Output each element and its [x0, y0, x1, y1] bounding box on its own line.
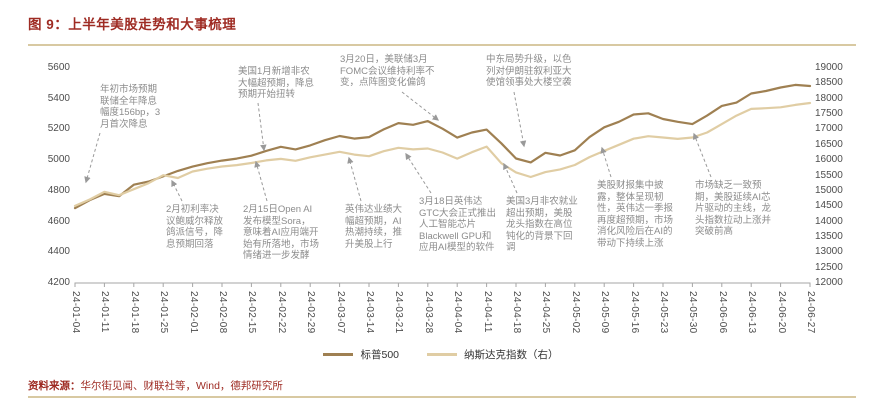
event-annotation: 美股财报集中披露，整体呈现韧性，英伟达一季报再度超预期，市场消化风险后在AI的带…: [597, 180, 674, 249]
event-annotation: 中东局势升级，以色列对伊朗驻叙利亚大使馆领事处大楼空袭: [486, 54, 572, 88]
x-date-label: 24-06-06: [716, 291, 728, 334]
right-tick-label: 15500: [815, 169, 843, 181]
x-date-label: 24-05-02: [569, 291, 581, 334]
annotation-arrow: [257, 102, 267, 152]
legend-item: 标普500: [323, 347, 399, 362]
x-date-label: 24-02-22: [275, 291, 287, 334]
legend: 标普500 纳斯达克指数（右）: [0, 347, 882, 362]
right-tick-label: 16500: [815, 138, 843, 150]
event-annotation: 英伟达业绩大幅超预期，AI热潮持续，推升美股上行: [345, 204, 403, 250]
right-tick-label: 16000: [815, 154, 843, 166]
x-date-label: 24-04-25: [540, 291, 552, 334]
legend-line-swatch: [323, 353, 354, 356]
event-annotation: 美国1月新增非农大幅超预期，降息预期开始扭转: [238, 66, 315, 100]
sp500-line: [73, 83, 812, 210]
x-date-label: 24-03-14: [364, 291, 375, 334]
x-date-label: 24-06-27: [805, 291, 816, 334]
annotation-arrow: [692, 132, 712, 178]
event-annotation: 3月20日，美联储3月FOMC会议维持利率不变，点阵图变化偏鸽: [340, 54, 435, 88]
x-date-label: 24-02-29: [305, 291, 317, 334]
right-tick-label: 12000: [815, 277, 843, 288]
x-date-label: 24-02-01: [187, 291, 199, 334]
event-annotation: 年初市场预期联储全年降息幅度156bp，3月首次降息: [100, 84, 161, 130]
annotation-arrow: [405, 152, 432, 194]
right-tick-label: 18500: [815, 77, 843, 89]
source-label: 资料来源：: [28, 380, 81, 392]
right-tick-label: 13000: [815, 246, 843, 258]
right-tick-label: 14500: [815, 200, 843, 212]
legend-item: 纳斯达克指数（右）: [427, 347, 559, 362]
annotation-arrow: [171, 179, 183, 202]
event-annotation: 3月18日英伟达GTC大会正式推出人工智能芯片Blackwell GPU和应用A…: [419, 196, 497, 253]
event-annotation: 2月初利率决议鲍威尔释放鸽派信号，降息预期回落: [166, 204, 224, 250]
x-date-label: 24-05-16: [628, 291, 640, 334]
left-tick-label: 5200: [47, 123, 70, 135]
right-tick-label: 12500: [815, 261, 843, 273]
annotation-arrow: [401, 91, 440, 121]
left-tick-label: 4800: [47, 184, 70, 196]
left-tick-label: 4400: [47, 246, 70, 258]
right-tick-label: 18000: [815, 92, 843, 104]
x-date-label: 24-04-18: [511, 291, 522, 334]
annotation-arrow: [513, 91, 527, 148]
x-date-label: 24-04-04: [452, 291, 464, 334]
x-date-label: 24-05-30: [687, 291, 699, 334]
x-date-label: 24-02-15: [246, 291, 258, 334]
x-date-label: 24-06-20: [775, 291, 787, 334]
annotation-arrow: [347, 156, 362, 202]
x-date-label: 24-05-09: [599, 291, 611, 334]
legend-line-swatch: [427, 353, 458, 356]
left-tick-label: 4200: [47, 277, 70, 288]
x-date-label: 24-03-28: [422, 291, 434, 334]
left-tick-label: 4600: [47, 215, 70, 227]
x-date-label: 24-01-25: [158, 291, 170, 334]
left-tick-label: 5600: [47, 62, 70, 73]
annotation-arrow: [84, 132, 101, 184]
x-date-label: 24-03-07: [334, 291, 346, 334]
right-tick-label: 19000: [815, 62, 843, 73]
event-annotation: 2月15日Open AI发布模型Sora，意味着AI应用端开始有所落地，市场情绪…: [243, 204, 320, 261]
legend-label: 标普500: [360, 349, 400, 361]
x-date-label: 24-01-04: [70, 291, 81, 334]
figure-title: 图 9：上半年美股走势和大事梳理: [28, 17, 237, 32]
x-date-label: 24-05-23: [658, 291, 669, 334]
event-annotation: 市场缺乏一致预期，美股延续AI芯片驱动的主线，龙头指数拉动上涨并突破前高: [695, 180, 772, 237]
right-tick-label: 17000: [815, 123, 843, 135]
source-note: 资料来源：华尔街见闻、财联社等，Wind，德邦研究所: [28, 378, 283, 393]
left-tick-label: 5400: [47, 92, 70, 104]
x-date-label: 24-03-21: [393, 291, 405, 334]
right-tick-label: 13500: [815, 230, 843, 242]
right-tick-label: 15000: [815, 184, 843, 196]
x-date-label: 24-04-11: [481, 291, 493, 333]
bottom-divider: [28, 396, 856, 398]
right-tick-label: 17500: [815, 108, 843, 120]
right-tick-label: 14000: [815, 215, 843, 227]
nasdaq-line: [73, 101, 812, 207]
legend-label: 纳斯达克指数（右）: [464, 349, 559, 361]
x-date-label: 24-01-11: [99, 291, 111, 333]
left-tick-label: 5000: [47, 154, 70, 166]
x-date-label: 24-06-13: [746, 291, 758, 334]
x-date-label: 24-02-08: [217, 291, 228, 334]
annotation-arrow: [254, 160, 268, 202]
event-annotation: 美国3月非农就业超出预期，美股龙头指数在高位钝化的背景下回调: [506, 196, 578, 253]
title-divider: [28, 44, 856, 46]
x-date-label: 24-01-18: [128, 291, 140, 334]
source-text: 华尔街见闻、财联社等，Wind，德邦研究所: [80, 380, 283, 392]
